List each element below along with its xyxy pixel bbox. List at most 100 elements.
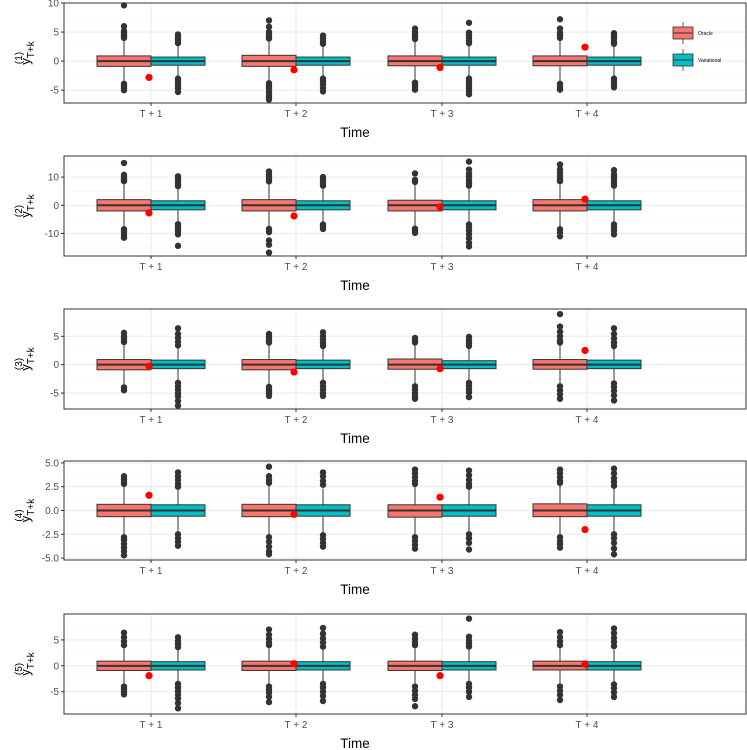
x-tick-label: T + 3: [431, 109, 454, 120]
x-axis-title: Time: [340, 125, 370, 140]
y-axis-title-superscript: (1): [14, 52, 25, 64]
outlier-point: [465, 91, 473, 98]
y-tick-label: 10: [48, 173, 60, 184]
y-axis-title-subscript: T+k: [26, 346, 37, 364]
outlier-point: [120, 691, 128, 698]
outlier-point: [174, 699, 182, 707]
outlier-point: [610, 40, 618, 47]
x-axis-title: Time: [340, 582, 370, 597]
outlier-point: [465, 539, 473, 547]
x-tick-label: T + 1: [140, 720, 163, 731]
outlier-point: [465, 158, 473, 165]
y-axis-title: yT+k(3): [14, 346, 37, 370]
truth-point: [145, 209, 153, 217]
outlier-point: [556, 641, 564, 649]
outlier-point: [265, 641, 273, 649]
outlier-point: [319, 543, 327, 550]
outlier-point: [265, 543, 273, 550]
outlier-point: [610, 470, 618, 477]
legend-label: Variational: [698, 58, 721, 64]
outlier-point: [319, 392, 327, 400]
outlier-point: [120, 338, 128, 346]
truth-point: [581, 43, 589, 51]
x-tick-label: T + 1: [140, 109, 163, 120]
outlier-point: [120, 552, 128, 559]
outlier-point: [556, 328, 564, 335]
outlier-point: [465, 182, 473, 189]
outlier-point: [174, 705, 182, 712]
y-tick-label: 0.0: [45, 506, 59, 517]
y-axis-title-base: y: [18, 364, 33, 371]
outlier-point: [411, 703, 419, 710]
outlier-point: [465, 243, 473, 250]
x-tick-label: T + 3: [431, 415, 454, 426]
truth-point: [436, 672, 444, 680]
x-tick-label: T + 2: [285, 262, 308, 273]
outlier-point: [120, 629, 128, 636]
outlier-point: [411, 695, 419, 703]
outlier-point: [465, 546, 473, 553]
y-tick-label: -5: [50, 687, 59, 698]
y-axis-title-base: y: [18, 58, 33, 65]
y-axis-title: yT+k(4): [14, 498, 37, 522]
y-axis-title-base: y: [18, 211, 33, 218]
panel-1: -5 0 5 10 T + 1 T + 2 T + 3 T + 4 Time yT+k(1) Ora…: [14, 0, 747, 140]
outlier-point: [610, 534, 618, 542]
outlier-point: [411, 178, 419, 186]
outlier-point: [174, 231, 182, 238]
panel-border: [63, 613, 747, 715]
outlier-point: [465, 688, 473, 695]
y-axis-title-subscript: T+k: [26, 193, 37, 211]
truth-point: [436, 63, 444, 72]
outlier-point: [411, 229, 419, 237]
outlier-point: [556, 323, 564, 330]
outlier-point: [319, 692, 327, 700]
outlier-point: [265, 178, 273, 185]
outlier-point: [265, 241, 273, 248]
outlier-point: [465, 643, 473, 650]
outlier-point: [465, 534, 473, 542]
outlier-point: [265, 533, 273, 541]
y-tick-label: 5.0: [45, 458, 59, 469]
truth-point: [145, 362, 153, 370]
truth-point: [290, 368, 298, 376]
truth-point: [581, 525, 589, 534]
outlier-point: [265, 35, 273, 42]
x-tick-label: T + 4: [576, 262, 599, 273]
outlier-point: [174, 88, 182, 96]
outlier-point: [319, 225, 327, 233]
truth-point: [436, 365, 444, 373]
outlier-point: [610, 539, 618, 547]
outlier-point: [610, 545, 618, 552]
y-tick-label: 0: [53, 201, 59, 212]
panel-5: -5 0 5 T + 1 T + 2 T + 3 T + 4 Time yT+k(5): [14, 613, 747, 750]
x-tick-label: T + 1: [140, 566, 163, 577]
outlier-point: [174, 397, 182, 405]
y-axis-title-subscript: T+k: [26, 651, 37, 669]
panel-border: [63, 308, 747, 410]
truth-point: [436, 493, 444, 501]
outlier-point: [265, 392, 273, 400]
outlier-point: [465, 342, 473, 350]
truth-point: [436, 203, 444, 211]
outlier-point: [411, 641, 419, 649]
outlier-point: [319, 88, 327, 95]
y-tick-label: 5: [53, 28, 59, 39]
outlier-point: [610, 465, 618, 472]
outlier-point: [610, 84, 618, 91]
panel-2: -10 0 10 T + 1 T + 2 T + 3 T + 4 Time yT+k(2): [14, 155, 747, 293]
panel-border: [63, 2, 747, 104]
outlier-point: [556, 391, 564, 398]
x-tick-label: T + 2: [285, 720, 308, 731]
outlier-point: [265, 249, 273, 256]
outlier-point: [120, 641, 128, 649]
y-axis-title-superscript: (3): [14, 358, 25, 370]
outlier-point: [174, 695, 182, 702]
outlier-point: [319, 481, 327, 488]
outlier-point: [556, 479, 564, 487]
legend: Oracle Variational: [672, 22, 721, 71]
outlier-point: [610, 625, 618, 632]
x-tick-label: T + 1: [140, 415, 163, 426]
outlier-point: [265, 626, 273, 633]
